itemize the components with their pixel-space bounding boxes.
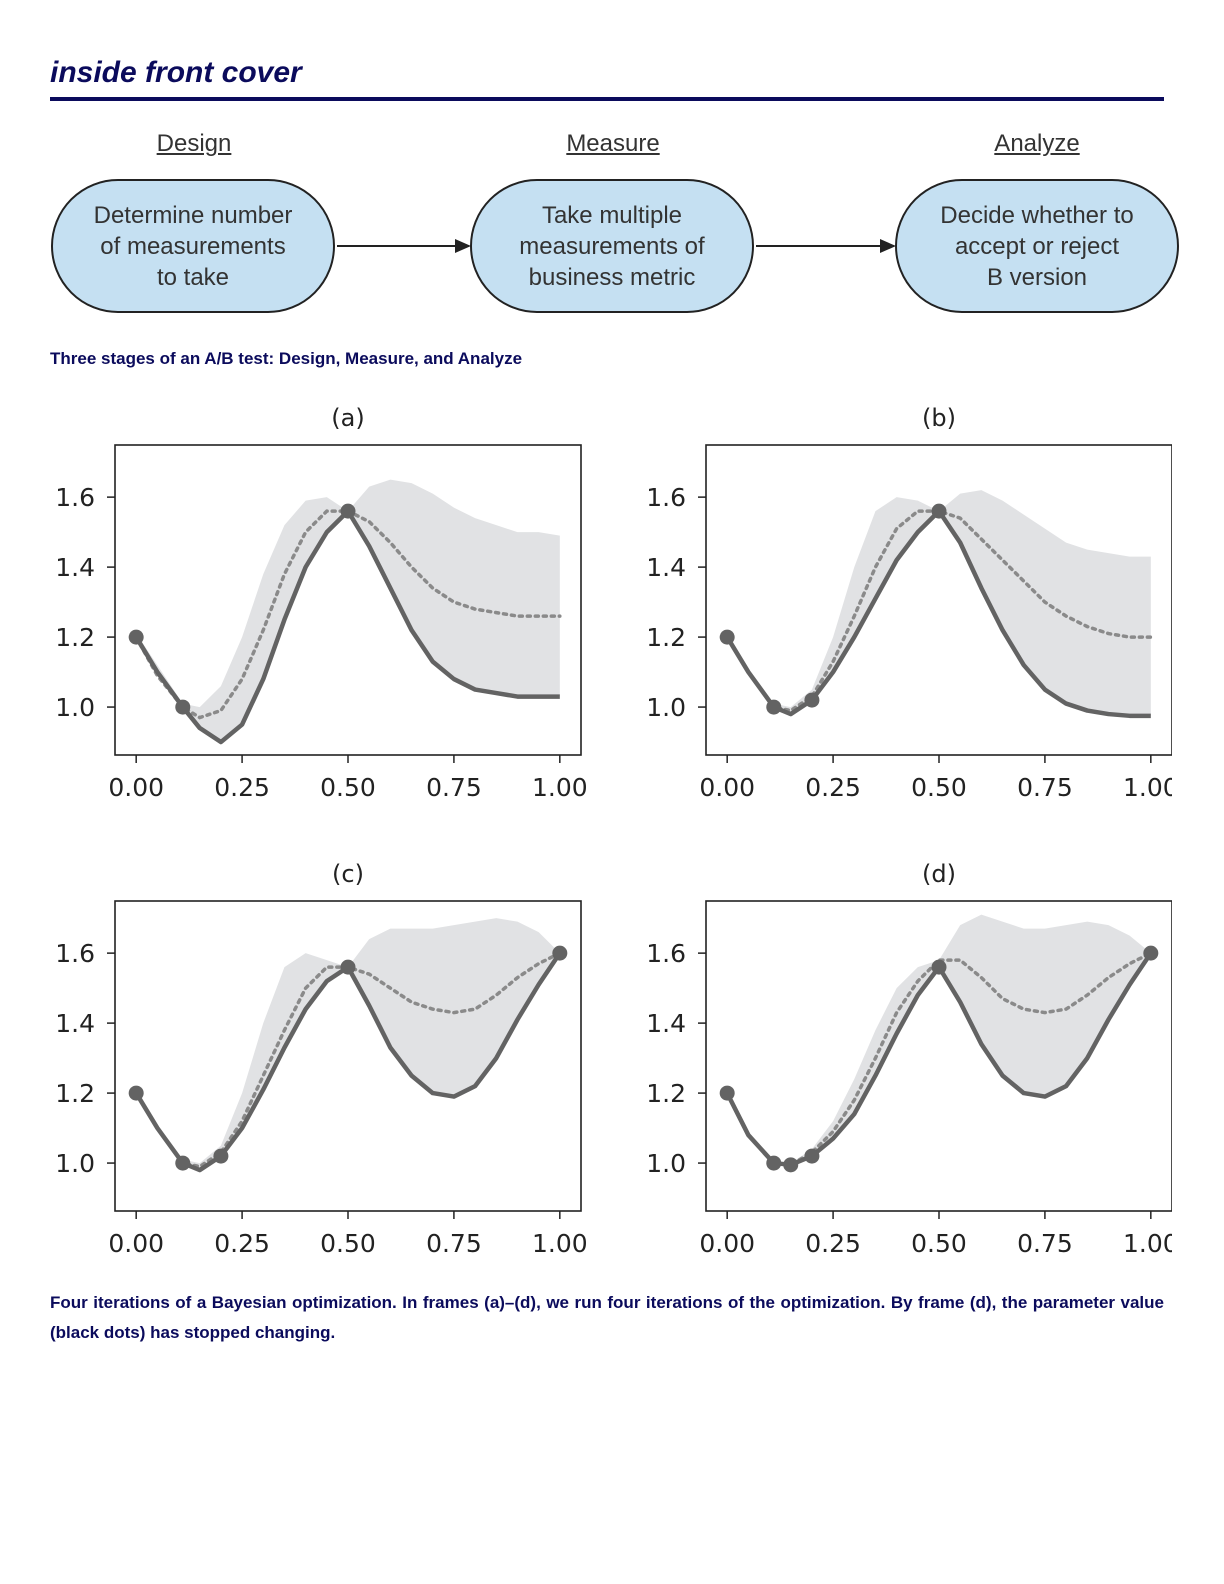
x-tick-label: 1.00 (1123, 1229, 1172, 1258)
x-tick-label: 0.75 (1017, 773, 1073, 802)
bayesian-optimization-figure: (a) 0.00 0.25 0.50 0.75 1.00 1.0 1.2 1.4 1.6 (b) 0.… (55, 404, 1172, 1258)
diagram-caption: Three stages of an A/B test: Design, Mea… (50, 349, 523, 368)
y-tick-label: 1.2 (55, 623, 95, 652)
box-line: Decide whether to (940, 201, 1134, 229)
chart-title: (d) (922, 860, 956, 888)
y-tick-label: 1.4 (55, 1009, 95, 1038)
data-point (804, 692, 820, 708)
chart-panel-d: (d) 0.00 0.25 0.50 0.75 1.00 1.0 1.2 1.4 1.6 (646, 860, 1172, 1258)
data-point (1143, 945, 1159, 961)
x-tick-label: 0.75 (426, 773, 482, 802)
y-tick-label: 1.6 (646, 939, 686, 968)
y-tick-label: 1.2 (646, 1079, 686, 1108)
y-tick-label: 1.4 (646, 553, 686, 582)
x-tick-label: 0.25 (805, 1229, 861, 1258)
figure-caption: Four iterations of a Bayesian optimizati… (50, 1293, 1164, 1342)
x-tick-label: 1.00 (1123, 773, 1172, 802)
y-tick-label: 1.4 (55, 553, 95, 582)
box-line: B version (986, 263, 1088, 291)
data-point (931, 503, 947, 519)
chart-panel-a: (a) 0.00 0.25 0.50 0.75 1.00 1.0 1.2 1.4 1.6 (55, 404, 587, 802)
measure-box: Take multiple measurements of business m… (470, 179, 754, 313)
arrow-design-to-measure (337, 239, 471, 253)
x-tick-label: 0.00 (108, 1229, 164, 1258)
x-tick-label: 0.00 (699, 1229, 755, 1258)
y-tick-label: 1.0 (55, 1149, 95, 1178)
data-point (128, 629, 144, 645)
box-line: Determine number (93, 201, 293, 229)
data-point (766, 1155, 782, 1171)
uncertainty-band (727, 914, 1151, 1165)
data-point (175, 699, 191, 715)
charts-svg: (a) 0.00 0.25 0.50 0.75 1.00 1.0 1.2 1.4 1.6 (b) 0.… (55, 404, 1172, 1258)
data-point (719, 1085, 735, 1101)
x-tick-label: 0.75 (426, 1229, 482, 1258)
y-tick-label: 1.0 (55, 693, 95, 722)
box-line: Take multiple (541, 201, 683, 229)
box-line: business metric (528, 263, 696, 291)
x-tick-label: 0.00 (699, 773, 755, 802)
box-line: of measurements (100, 232, 286, 260)
y-tick-label: 1.4 (646, 1009, 686, 1038)
chart-title: (c) (332, 860, 364, 888)
box-line: to take (156, 263, 230, 291)
chart-title: (a) (331, 404, 364, 432)
x-tick-label: 0.50 (320, 1229, 376, 1258)
y-tick-label: 1.2 (55, 1079, 95, 1108)
x-tick-label: 0.75 (1017, 1229, 1073, 1258)
header-rule (50, 97, 1164, 101)
analyze-box: Decide whether to accept or reject B ver… (895, 179, 1179, 313)
data-point (340, 959, 356, 975)
x-tick-label: 1.00 (532, 773, 588, 802)
x-tick-label: 0.50 (911, 773, 967, 802)
stage-label-design: Design (156, 130, 232, 157)
data-point (931, 959, 947, 975)
page-header: inside front cover (50, 56, 302, 89)
box-line: measurements of (519, 232, 705, 260)
chart-title: (b) (922, 404, 956, 432)
y-tick-label: 1.6 (646, 483, 686, 512)
data-point (552, 945, 568, 961)
x-tick-label: 0.25 (805, 773, 861, 802)
data-point (804, 1148, 820, 1164)
data-point (783, 1157, 799, 1173)
chart-panel-b: (b) 0.00 0.25 0.50 0.75 1.00 1.0 1.2 1.4 1.6 (646, 404, 1172, 802)
x-tick-label: 0.00 (108, 773, 164, 802)
y-tick-label: 1.0 (646, 693, 686, 722)
arrow-measure-to-analyze (756, 239, 896, 253)
stage-label-analyze: Analyze (994, 130, 1080, 157)
data-point (766, 699, 782, 715)
box-line: accept or reject (954, 232, 1120, 260)
x-tick-label: 0.50 (320, 773, 376, 802)
design-box: Determine number of measurements to take (51, 179, 335, 313)
uncertainty-band (136, 918, 560, 1171)
y-tick-label: 1.6 (55, 483, 95, 512)
x-tick-label: 1.00 (532, 1229, 588, 1258)
y-tick-label: 1.0 (646, 1149, 686, 1178)
data-point (340, 503, 356, 519)
y-tick-label: 1.6 (55, 939, 95, 968)
uncertainty-band (727, 490, 1151, 716)
x-tick-label: 0.25 (214, 773, 270, 802)
y-tick-label: 1.2 (646, 623, 686, 652)
data-point (213, 1148, 229, 1164)
data-point (175, 1155, 191, 1171)
data-point (128, 1085, 144, 1101)
data-point (719, 629, 735, 645)
chart-panel-c: (c) 0.00 0.25 0.50 0.75 1.00 1.0 1.2 1.4 1.6 (55, 860, 587, 1258)
x-tick-label: 0.25 (214, 1229, 270, 1258)
x-tick-label: 0.50 (911, 1229, 967, 1258)
stage-label-measure: Measure (566, 130, 660, 157)
